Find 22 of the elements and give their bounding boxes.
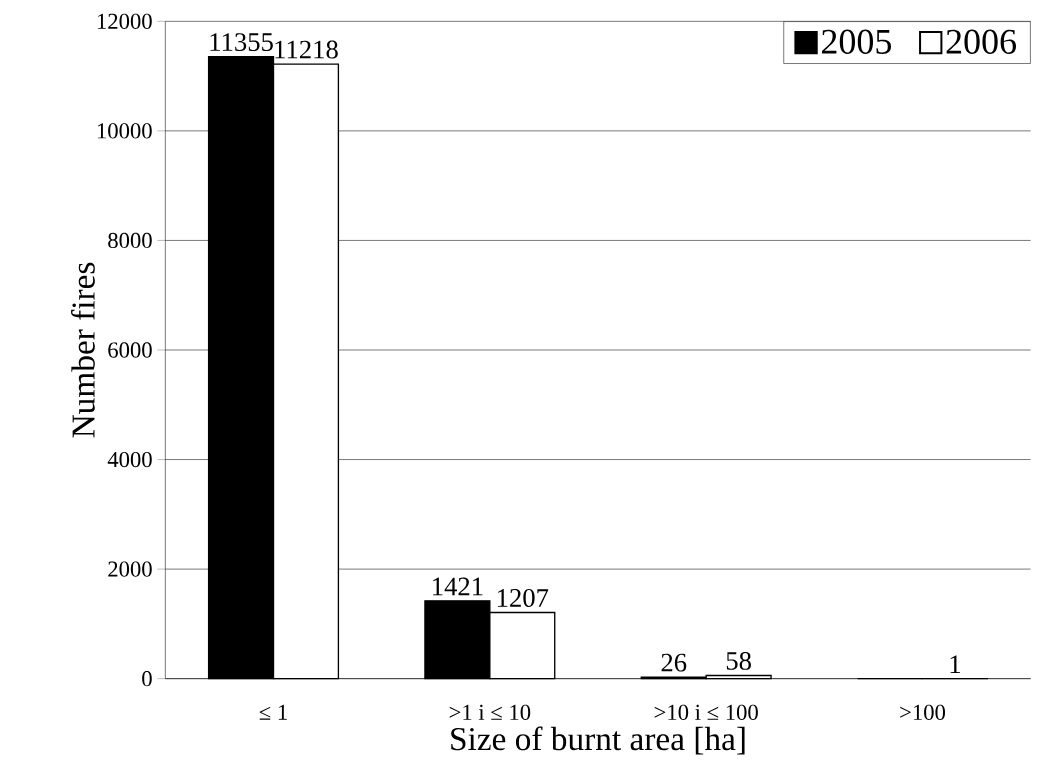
x-tick-label: >1 i ≤ 10 (449, 704, 531, 720)
y-tick-label: 0 (142, 671, 152, 687)
y-tick-label: 2000 (108, 561, 152, 577)
data-label: 1207 (497, 588, 549, 607)
x-tick-label: ≤ 1 (259, 704, 287, 720)
x-tick-label: >100 (900, 704, 946, 720)
legend-label: 2005 (821, 29, 892, 54)
y-tick-label: 6000 (108, 342, 152, 358)
y-axis-title: Number fires (71, 262, 95, 438)
data-label: 11218 (275, 40, 338, 59)
data-label: 11355 (210, 33, 273, 52)
legend-label: 2006 (946, 29, 1017, 54)
y-tick-label: 8000 (108, 232, 152, 249)
x-axis-title: Size of burnt area [ha] (451, 726, 745, 755)
data-label: 1 (950, 655, 961, 673)
y-tick-label: 10000 (97, 123, 152, 139)
y-tick-label: 4000 (107, 451, 152, 468)
data-label: 1421 (433, 577, 483, 596)
y-tick-label: 12000 (97, 13, 152, 29)
x-tick-label: >10 i ≤ 100 (654, 704, 758, 720)
data-label: 26 (661, 653, 687, 672)
data-label: 58 (726, 651, 751, 670)
